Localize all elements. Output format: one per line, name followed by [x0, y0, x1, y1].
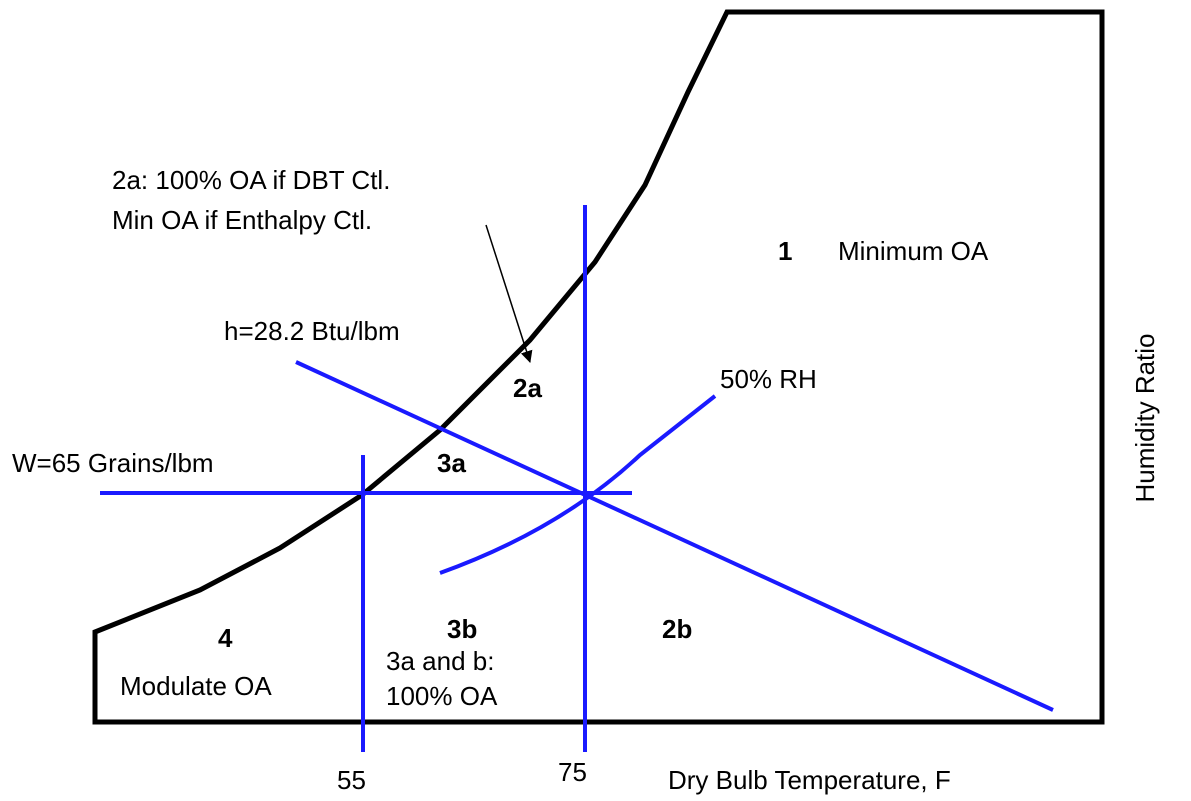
y-axis-label: Humidity Ratio [1130, 333, 1160, 502]
region-2b-label: 2b [662, 614, 692, 644]
note-2a-arrow [485, 224, 533, 363]
region-4-label: 4 [218, 623, 233, 653]
note-2a-line2: Min OA if Enthalpy Ctl. [112, 205, 372, 235]
enthalpy-line [295, 360, 1054, 712]
region-1-desc: Minimum OA [838, 236, 989, 266]
region-3-note-line1: 3a and b: [386, 646, 494, 676]
x-axis-label: Dry Bulb Temperature, F [668, 765, 951, 795]
region-1-label: 1 [778, 236, 792, 266]
region-3b-label: 3b [447, 614, 477, 644]
saturation-boundary [92, 9, 1105, 725]
region-2a-label: 2a [513, 373, 542, 403]
note-2a-line1: 2a: 100% OA if DBT Ctl. [112, 165, 390, 195]
humidity-line-label: W=65 Grains/lbm [12, 448, 214, 478]
rh-50-curve [439, 394, 717, 575]
rh-curve-label: 50% RH [720, 364, 817, 394]
x-tick-75: 75 [558, 757, 587, 787]
region-3-note-line2: 100% OA [386, 681, 498, 711]
region-3a-label: 3a [437, 448, 466, 478]
x-tick-55: 55 [337, 765, 366, 795]
region-4-desc: Modulate OA [120, 671, 272, 701]
enthalpy-line-label: h=28.2 Btu/lbm [224, 316, 400, 346]
control-lines [100, 205, 1054, 752]
